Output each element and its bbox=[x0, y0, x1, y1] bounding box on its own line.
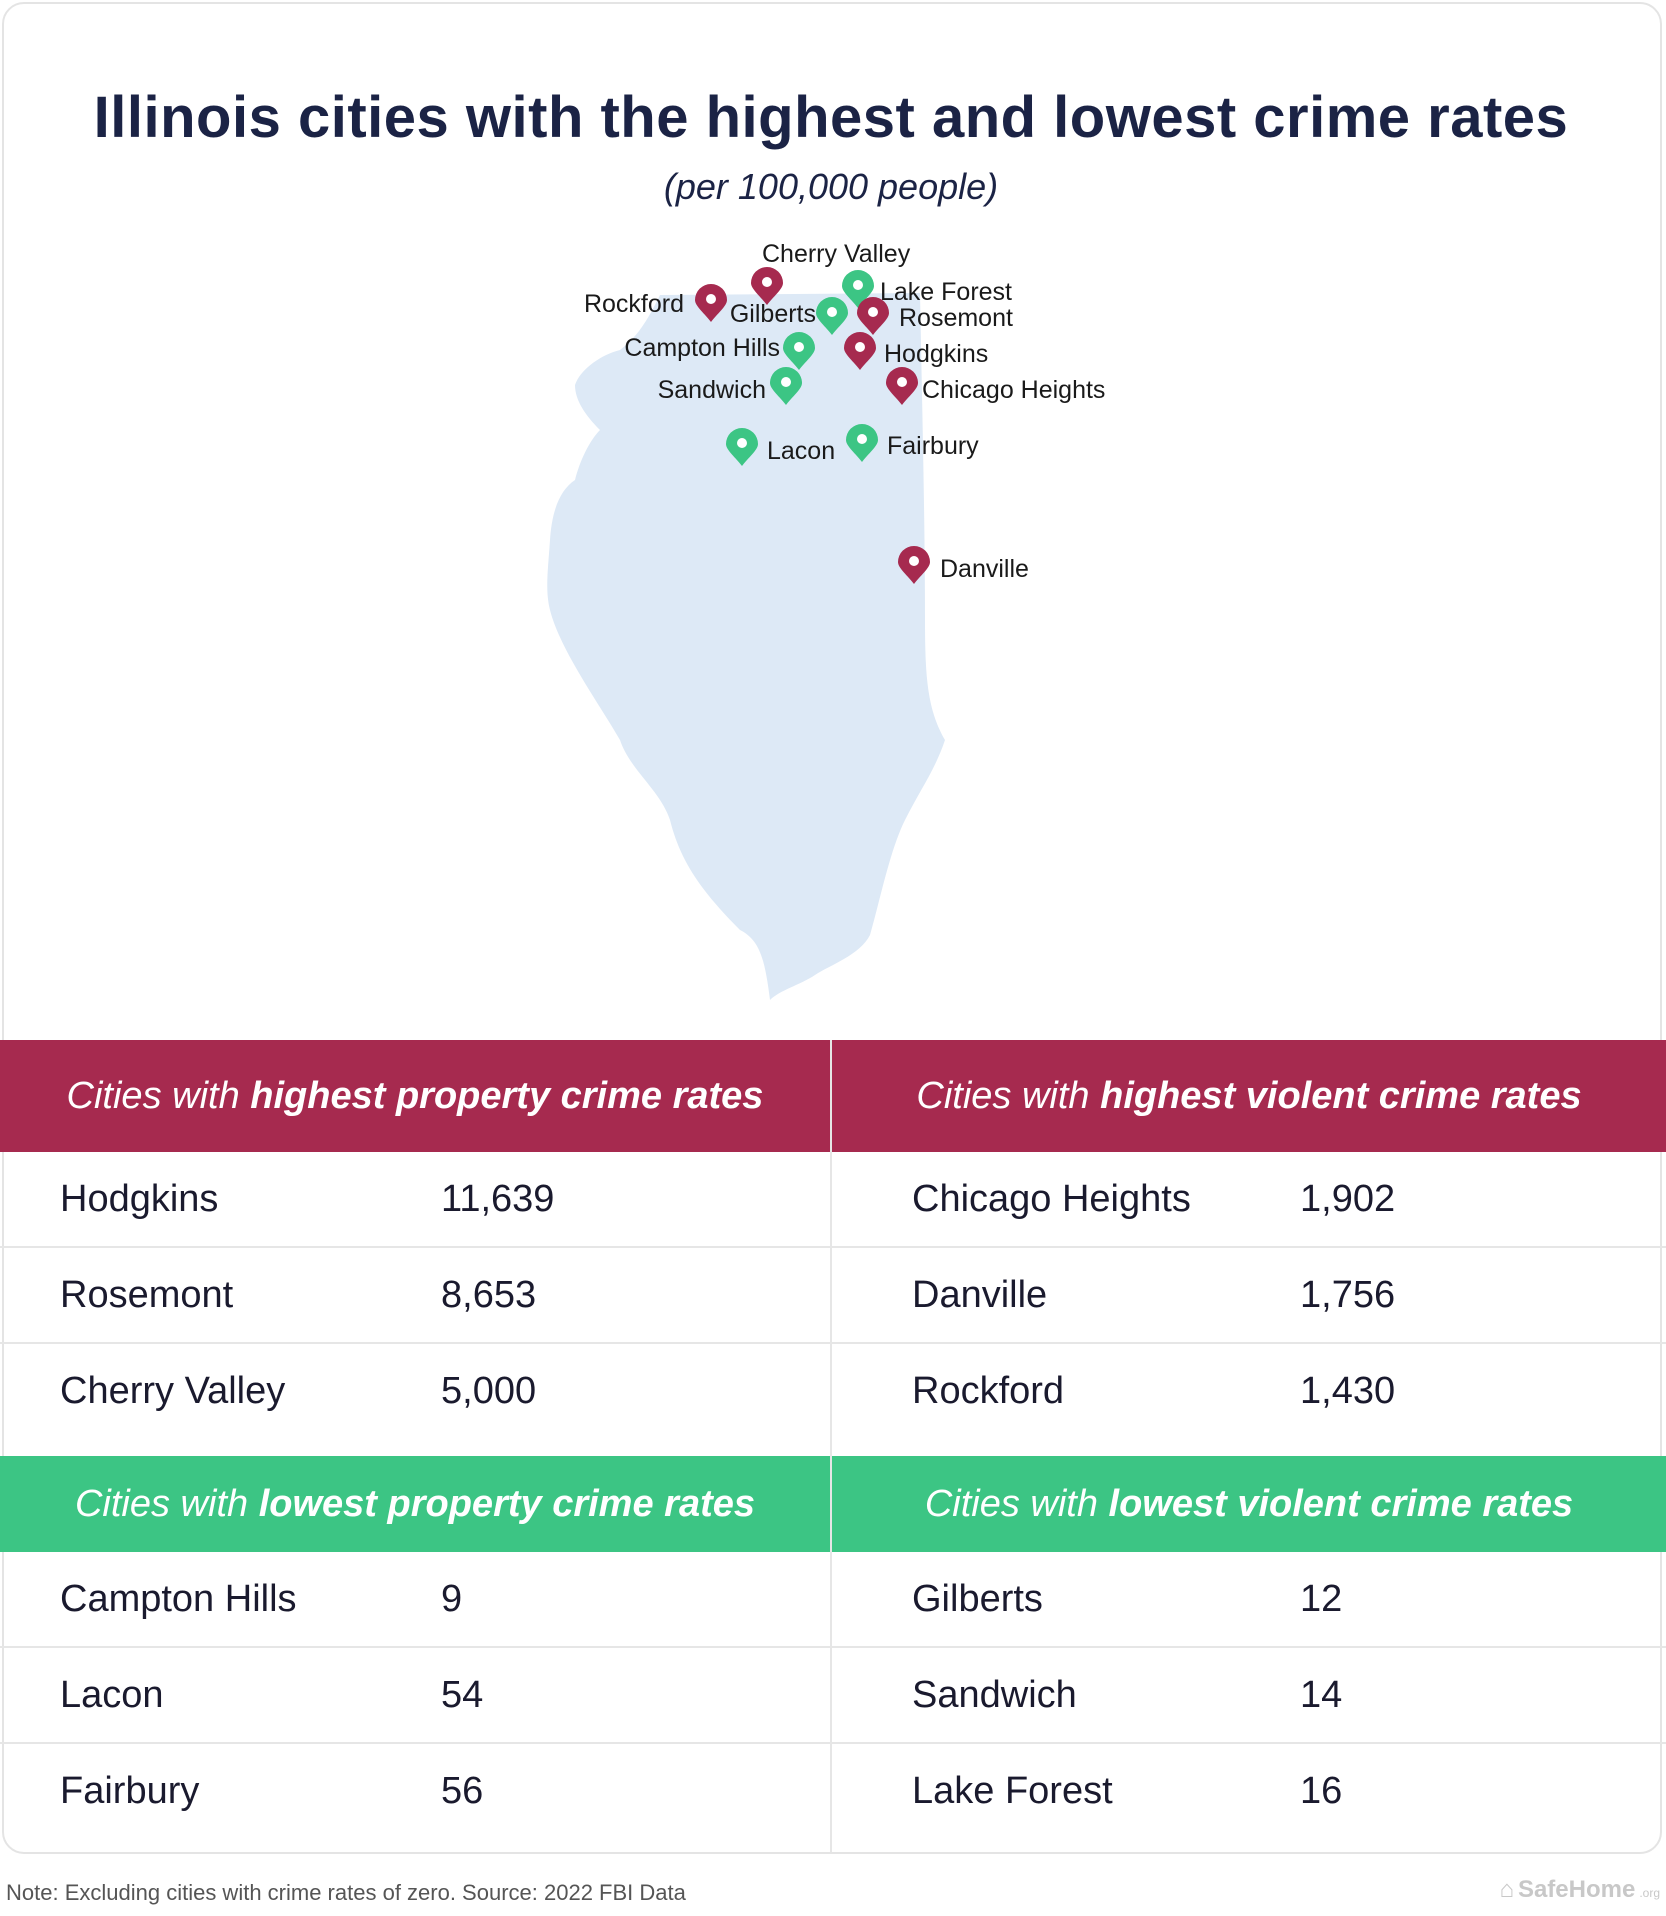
pin-label: Hodgkins bbox=[884, 340, 988, 368]
table-row: Sandwich 14 bbox=[832, 1648, 1666, 1744]
city-name: Cherry Valley bbox=[60, 1370, 286, 1412]
pin-label: Rosemont bbox=[899, 304, 1013, 332]
pin-label: Lacon bbox=[767, 437, 835, 465]
city-name: Campton Hills bbox=[60, 1578, 297, 1620]
table-row: Cherry Valley 5,000 bbox=[0, 1344, 830, 1440]
pin-campton-hills: Campton Hills bbox=[624, 332, 815, 370]
header-prefix: Cities with bbox=[924, 1482, 1098, 1525]
city-name: Chicago Heights bbox=[912, 1178, 1191, 1220]
pin-gilberts: Gilberts bbox=[730, 297, 848, 335]
pin-dot bbox=[827, 307, 837, 317]
header-prefix: Cities with bbox=[66, 1074, 240, 1117]
pin-label: Cherry Valley bbox=[762, 240, 911, 268]
illinois-map: Cherry Valley Rockford Lake Forest Gilberts… bbox=[547, 240, 1105, 1000]
pin-label: Sandwich bbox=[658, 376, 766, 404]
city-name: Fairbury bbox=[60, 1770, 200, 1812]
pin-hodgkins: Hodgkins bbox=[844, 332, 988, 370]
city-name: Rosemont bbox=[60, 1274, 234, 1316]
pin-sandwich: Sandwich bbox=[658, 367, 802, 405]
table-row: Chicago Heights 1,902 bbox=[832, 1152, 1666, 1248]
city-name: Gilberts bbox=[912, 1578, 1043, 1620]
crime-rate: 14 bbox=[1300, 1674, 1343, 1716]
header-lowest-violent: Cities with lowest violent crime rates bbox=[832, 1456, 1666, 1552]
crime-rate: 1,430 bbox=[1300, 1370, 1396, 1412]
city-name: Lacon bbox=[60, 1674, 164, 1716]
crime-rate: 8,653 bbox=[441, 1274, 537, 1316]
page-title: Illinois cities with the highest and low… bbox=[93, 85, 1569, 150]
pin-danville: Danville bbox=[898, 546, 1029, 584]
header-prefix: Cities with bbox=[916, 1074, 1090, 1117]
pin-label: Danville bbox=[940, 555, 1029, 583]
home-icon: ⌂ bbox=[1499, 1876, 1514, 1903]
pin-lake-forest: Lake Forest bbox=[842, 270, 1012, 308]
pin-label: Gilberts bbox=[730, 300, 816, 328]
pin-fairbury: Fairbury bbox=[846, 424, 979, 462]
table-row: Hodgkins 11,639 bbox=[0, 1152, 830, 1248]
crime-rate: 1,756 bbox=[1300, 1274, 1396, 1316]
pin-label: Campton Hills bbox=[624, 334, 780, 362]
pin-dot bbox=[857, 434, 867, 444]
crime-rate: 54 bbox=[441, 1674, 484, 1716]
crime-rate: 12 bbox=[1300, 1578, 1343, 1620]
pin-lacon: Lacon bbox=[726, 428, 835, 466]
header-highest-violent: Cities with highest violent crime rates bbox=[832, 1040, 1666, 1152]
header-emphasis: highest property crime rates bbox=[250, 1074, 764, 1117]
header-emphasis: lowest violent crime rates bbox=[1108, 1482, 1574, 1525]
city-name: Lake Forest bbox=[912, 1770, 1113, 1812]
table-row: Lake Forest 16 bbox=[832, 1744, 1666, 1840]
header-emphasis: highest violent crime rates bbox=[1100, 1074, 1582, 1117]
pin-dot bbox=[855, 342, 865, 352]
table-row: Danville 1,756 bbox=[832, 1248, 1666, 1344]
crime-rate: 56 bbox=[441, 1770, 484, 1812]
logo-text: SafeHome bbox=[1517, 1876, 1636, 1903]
city-name: Rockford bbox=[912, 1370, 1065, 1412]
table-row: Rosemont 8,653 bbox=[0, 1248, 830, 1344]
pin-label: Chicago Heights bbox=[922, 376, 1105, 404]
pin-dot bbox=[737, 438, 747, 448]
header-lowest-property: Cities with lowest property crime rates bbox=[0, 1456, 830, 1552]
crime-rate: 16 bbox=[1300, 1770, 1343, 1812]
crime-rate: 1,902 bbox=[1300, 1178, 1396, 1220]
pin-dot bbox=[781, 377, 791, 387]
header-emphasis: lowest property crime rates bbox=[258, 1482, 756, 1525]
header-highest-property: Cities with highest property crime rates bbox=[0, 1040, 830, 1152]
pin-cherry-valley: Cherry Valley bbox=[751, 240, 911, 305]
table-row: Fairbury 56 bbox=[0, 1744, 830, 1840]
city-name: Hodgkins bbox=[60, 1178, 219, 1220]
crime-rate: 5,000 bbox=[441, 1370, 537, 1412]
header-prefix: Cities with bbox=[74, 1482, 249, 1525]
pin-dot bbox=[706, 294, 716, 304]
pin-dot bbox=[853, 280, 863, 290]
illinois-state-shape bbox=[547, 293, 945, 1000]
pin-dot bbox=[897, 377, 907, 387]
pin-rockford: Rockford bbox=[584, 284, 727, 322]
map-pins: Cherry Valley Rockford Lake Forest Gilberts… bbox=[584, 240, 1105, 584]
pin-dot bbox=[909, 556, 919, 566]
pin-dot bbox=[762, 277, 772, 287]
crime-rate: 9 bbox=[441, 1578, 463, 1620]
safehome-logo: ⌂ SafeHome .org bbox=[1499, 1876, 1660, 1904]
pin-label: Rockford bbox=[584, 290, 684, 318]
city-name: Danville bbox=[912, 1274, 1048, 1316]
pin-chicago-heights: Chicago Heights bbox=[886, 367, 1105, 405]
pin-dot bbox=[794, 342, 804, 352]
footer-note: Note: Excluding cities with crime rates … bbox=[6, 1880, 686, 1905]
table-row: Rockford 1,430 bbox=[832, 1344, 1666, 1440]
logo-suffix: .org bbox=[1639, 1886, 1660, 1900]
pin-label: Lake Forest bbox=[880, 278, 1012, 306]
column-divider bbox=[830, 1040, 832, 1852]
city-name: Sandwich bbox=[912, 1674, 1077, 1716]
page-subtitle: (per 100,000 people) bbox=[663, 166, 999, 207]
pin-dot bbox=[868, 307, 878, 317]
table-row: Gilberts 12 bbox=[832, 1552, 1666, 1648]
pin-label: Fairbury bbox=[887, 432, 979, 460]
table-row: Lacon 54 bbox=[0, 1648, 830, 1744]
pin-rosemont: Rosemont bbox=[857, 297, 1013, 335]
crime-rate: 11,639 bbox=[441, 1178, 555, 1220]
table-row: Campton Hills 9 bbox=[0, 1552, 830, 1648]
